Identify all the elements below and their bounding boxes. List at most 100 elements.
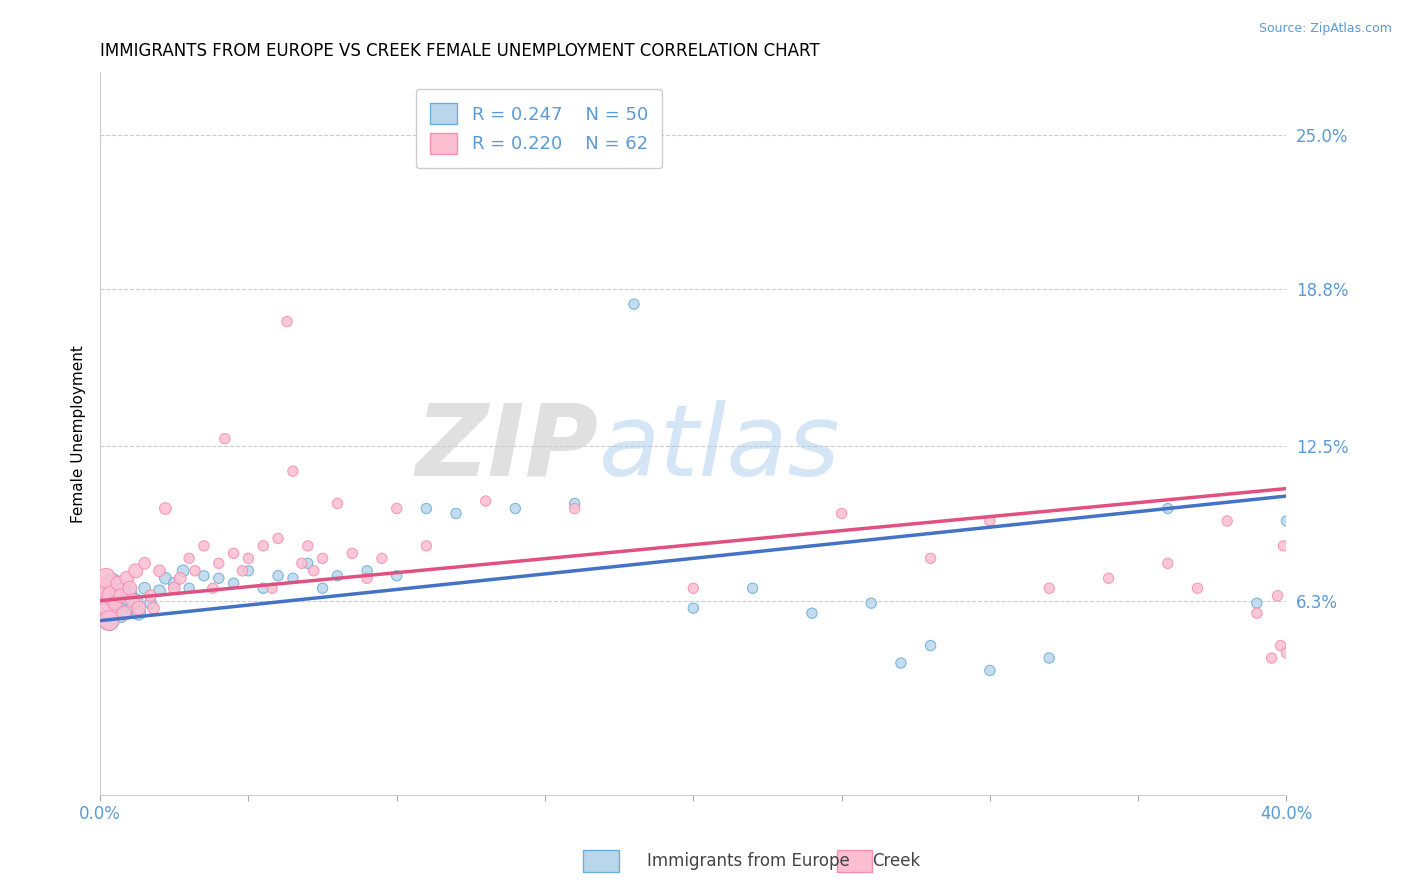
Point <box>564 501 586 516</box>
Point <box>107 576 129 591</box>
Point <box>184 564 207 578</box>
Point <box>101 576 124 591</box>
Point <box>139 589 162 603</box>
Point <box>118 581 141 595</box>
Point <box>342 546 364 560</box>
Point <box>222 546 245 560</box>
Point <box>1216 514 1239 528</box>
Point <box>98 583 121 598</box>
Point <box>177 551 200 566</box>
Point <box>1038 651 1060 665</box>
Point <box>1246 596 1268 610</box>
Point <box>238 551 260 566</box>
Point <box>193 568 215 582</box>
Point <box>623 297 645 311</box>
Point <box>860 596 883 610</box>
Point <box>155 501 177 516</box>
Point <box>281 464 304 478</box>
Point <box>128 601 150 615</box>
Point <box>415 539 437 553</box>
Point <box>155 571 177 585</box>
Point <box>148 564 170 578</box>
Point <box>1260 651 1282 665</box>
Text: Creek: Creek <box>872 852 920 870</box>
Point <box>831 507 853 521</box>
Point <box>326 568 349 582</box>
Point <box>385 501 408 516</box>
Point <box>98 614 121 628</box>
Point <box>979 514 1001 528</box>
Text: Source: ZipAtlas.com: Source: ZipAtlas.com <box>1258 22 1392 36</box>
Text: ZIP: ZIP <box>415 400 599 497</box>
Point <box>238 564 260 578</box>
Point <box>311 581 333 595</box>
Point <box>115 571 138 585</box>
Point <box>1275 514 1298 528</box>
Point <box>474 494 496 508</box>
Point <box>1157 501 1180 516</box>
Point <box>920 639 942 653</box>
Point <box>1267 589 1289 603</box>
Point <box>371 551 394 566</box>
Point <box>682 601 704 615</box>
Point <box>128 606 150 620</box>
Text: Immigrants from Europe: Immigrants from Europe <box>647 852 849 870</box>
Point <box>139 596 162 610</box>
Point <box>231 564 253 578</box>
Point <box>169 571 191 585</box>
Point <box>222 576 245 591</box>
Point <box>104 596 127 610</box>
Point <box>101 589 124 603</box>
Point <box>163 576 186 591</box>
Point <box>125 564 148 578</box>
Point <box>110 589 132 603</box>
Point <box>107 596 129 610</box>
Point <box>267 532 290 546</box>
Point <box>98 601 121 615</box>
Point <box>979 664 1001 678</box>
Point <box>1038 581 1060 595</box>
Point <box>800 606 823 620</box>
Point <box>134 581 156 595</box>
Point <box>208 571 231 585</box>
Point <box>1272 539 1295 553</box>
Point <box>98 614 121 628</box>
Point <box>94 601 117 615</box>
Point <box>1270 639 1292 653</box>
Point <box>91 581 114 595</box>
Point <box>1187 581 1209 595</box>
Point <box>356 564 378 578</box>
Point <box>276 315 298 329</box>
Point <box>115 591 138 606</box>
Point <box>311 551 333 566</box>
Point <box>297 557 319 571</box>
Point <box>125 593 148 607</box>
Point <box>262 581 284 595</box>
Point <box>326 496 349 510</box>
Point <box>91 593 114 607</box>
Point <box>564 496 586 510</box>
Text: atlas: atlas <box>599 400 839 497</box>
Point <box>94 571 117 585</box>
Point <box>252 581 274 595</box>
Legend: R = 0.247    N = 50, R = 0.220    N = 62: R = 0.247 N = 50, R = 0.220 N = 62 <box>416 88 662 169</box>
Point <box>148 583 170 598</box>
Point <box>177 581 200 595</box>
Y-axis label: Female Unemployment: Female Unemployment <box>72 345 86 523</box>
Text: IMMIGRANTS FROM EUROPE VS CREEK FEMALE UNEMPLOYMENT CORRELATION CHART: IMMIGRANTS FROM EUROPE VS CREEK FEMALE U… <box>100 42 820 60</box>
Point <box>112 606 135 620</box>
Point <box>890 656 912 670</box>
Point <box>110 608 132 623</box>
Point <box>252 539 274 553</box>
Point <box>505 501 527 516</box>
Point <box>121 601 143 615</box>
Point <box>1157 557 1180 571</box>
Point <box>356 571 378 585</box>
Point <box>415 501 437 516</box>
Point <box>302 564 325 578</box>
Point <box>1275 646 1298 660</box>
Point <box>385 568 408 582</box>
Point <box>208 557 231 571</box>
Point <box>201 581 224 595</box>
Point <box>1246 606 1268 620</box>
